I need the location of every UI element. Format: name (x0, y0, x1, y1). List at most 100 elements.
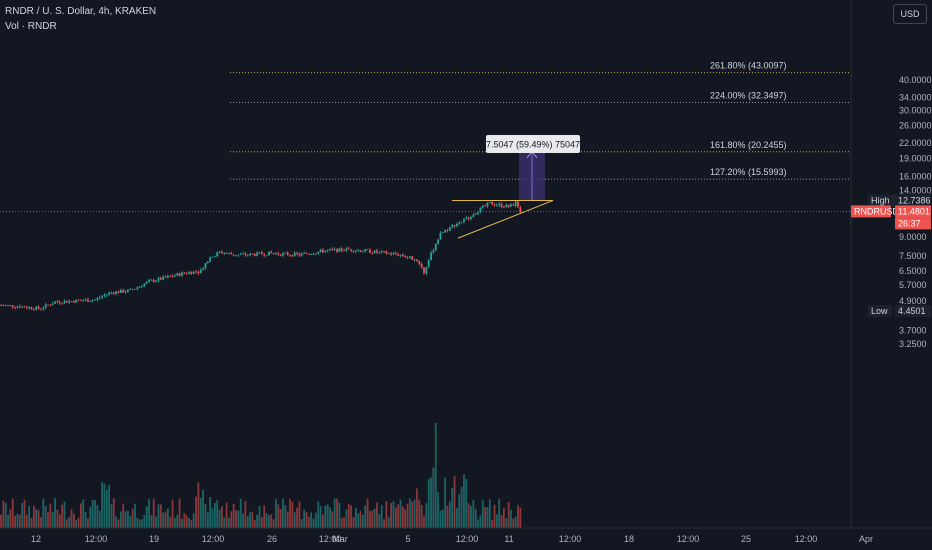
candle (117, 291, 120, 293)
volume-bar (162, 512, 165, 528)
volume-bar (33, 505, 35, 528)
volume-bar (249, 512, 251, 528)
volume-bar (251, 511, 254, 528)
candle (174, 275, 176, 277)
volume-bar (181, 518, 183, 528)
candle (206, 261, 209, 264)
candle (324, 250, 327, 253)
volume-bar (260, 517, 263, 528)
volume-bar (394, 507, 397, 528)
candle (242, 253, 244, 255)
volume-bar (293, 512, 296, 528)
fibonacci-extension[interactable]: 261.80% (43.0097) 224.00% (32.3497) 161.80… (230, 61, 851, 180)
candle (98, 297, 101, 299)
volume-bar (4, 502, 7, 528)
volume-bar (138, 519, 141, 528)
candle (474, 213, 477, 215)
x-tick-label: 12:00 (795, 534, 818, 544)
candle (486, 202, 489, 206)
volume-bar (68, 516, 71, 528)
volume-bar (129, 516, 132, 528)
candle (124, 291, 127, 293)
volume-bar (331, 511, 334, 528)
candle (317, 251, 320, 254)
volume-bar (345, 509, 348, 528)
volume-bar (127, 510, 129, 528)
volume-bar (171, 499, 174, 528)
candle (298, 253, 301, 256)
volume-bar (112, 498, 115, 528)
candle (25, 307, 28, 309)
candle (188, 272, 190, 274)
candle (275, 253, 277, 255)
candle (376, 250, 378, 253)
volume-bar (188, 517, 190, 528)
volume-bar (148, 499, 150, 528)
candle (80, 300, 82, 302)
candle (101, 296, 103, 298)
volume-bar (453, 476, 456, 528)
volume-bar (84, 512, 87, 528)
volume-bar (96, 505, 99, 528)
volume-bar (199, 497, 202, 528)
price-axis[interactable]: 40.0000 34.0000 30.0000 26.0000 22.0000 19.00… (0, 0, 932, 528)
volume-bar (185, 515, 188, 528)
candle (312, 253, 315, 255)
fib-level-label: 127.20% (15.5993) (710, 167, 787, 177)
candle (258, 252, 261, 254)
volume-bar (58, 514, 61, 528)
countdown-tag: 26:37 (895, 217, 931, 230)
volume-bar (510, 509, 512, 528)
volume-bar (244, 500, 247, 528)
volume-bar (119, 511, 122, 528)
x-tick-label: 12:00 (202, 534, 225, 544)
volume-bar (268, 515, 270, 528)
candle (387, 253, 390, 255)
candle (58, 301, 61, 304)
y-tick-label: 34.0000 (899, 92, 932, 102)
candle (23, 306, 26, 308)
volume-bar (282, 498, 284, 528)
volume-bar (94, 500, 96, 528)
triangle-pattern[interactable] (452, 199, 554, 239)
candle (477, 212, 479, 214)
candle (244, 253, 247, 256)
candle (143, 283, 146, 287)
high-label: High (868, 194, 895, 207)
y-tick-label: 16.0000 (899, 172, 932, 182)
high-value: 12.7386 (895, 194, 931, 207)
candle (213, 256, 216, 258)
volume-bar (209, 497, 212, 528)
volume-bar (378, 513, 381, 528)
volume-bar (218, 509, 221, 528)
volume-bar (157, 504, 160, 528)
candle (277, 253, 280, 255)
low-label: Low (868, 304, 892, 317)
candle (235, 255, 237, 257)
candle (467, 217, 470, 219)
currency-button[interactable]: USD (893, 4, 927, 24)
x-tick-label: 12 (31, 534, 41, 544)
candle (230, 252, 233, 255)
candle (96, 298, 99, 300)
volume-bar (326, 504, 329, 528)
volume-bar (493, 504, 496, 528)
volume-bar (221, 506, 223, 528)
candle (268, 251, 270, 256)
volume-bar (256, 514, 259, 528)
volume-bar (470, 506, 472, 528)
candle (178, 273, 181, 276)
price-range-measure[interactable]: 7.5047 (59.49%) 75047 (486, 135, 580, 201)
candlesticks (0, 200, 522, 312)
volume-bar (451, 487, 454, 528)
candle (2, 305, 5, 307)
volume-bar (392, 501, 395, 528)
candle (115, 291, 118, 294)
volume-bar (420, 504, 423, 528)
candle (446, 230, 449, 232)
volume-bar (258, 506, 261, 528)
candle (199, 269, 202, 274)
candle (322, 249, 324, 253)
